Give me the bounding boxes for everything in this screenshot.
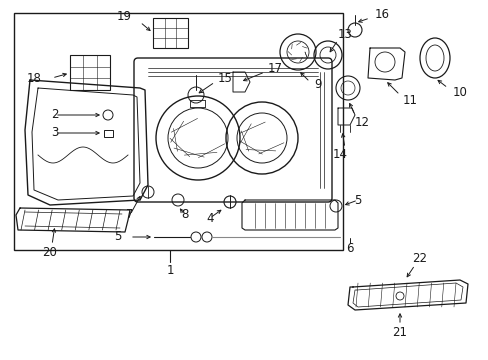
Text: 20: 20 bbox=[42, 246, 57, 258]
Text: 6: 6 bbox=[346, 242, 353, 255]
Text: 4: 4 bbox=[206, 211, 213, 225]
Text: 17: 17 bbox=[267, 62, 282, 75]
Text: 11: 11 bbox=[402, 94, 417, 107]
Text: 8: 8 bbox=[181, 208, 188, 221]
Text: 16: 16 bbox=[374, 9, 389, 22]
Text: 5: 5 bbox=[114, 230, 122, 243]
Text: 14: 14 bbox=[332, 148, 347, 162]
Bar bbox=[104, 130, 113, 137]
Text: 1: 1 bbox=[166, 264, 173, 276]
Text: 3: 3 bbox=[51, 126, 59, 139]
Bar bbox=[153, 18, 187, 48]
Bar bbox=[70, 55, 110, 90]
Text: 18: 18 bbox=[27, 72, 42, 85]
Text: 9: 9 bbox=[314, 78, 321, 91]
Text: 5: 5 bbox=[354, 194, 361, 207]
Text: 19: 19 bbox=[117, 10, 132, 23]
Text: 7: 7 bbox=[126, 208, 134, 221]
Text: 22: 22 bbox=[412, 252, 427, 265]
Text: 21: 21 bbox=[392, 327, 407, 339]
Text: 15: 15 bbox=[217, 72, 232, 85]
Text: 13: 13 bbox=[337, 27, 352, 40]
Bar bbox=[14, 13, 342, 250]
Text: 10: 10 bbox=[451, 85, 467, 99]
Text: 12: 12 bbox=[354, 116, 369, 129]
Text: 2: 2 bbox=[51, 108, 59, 122]
